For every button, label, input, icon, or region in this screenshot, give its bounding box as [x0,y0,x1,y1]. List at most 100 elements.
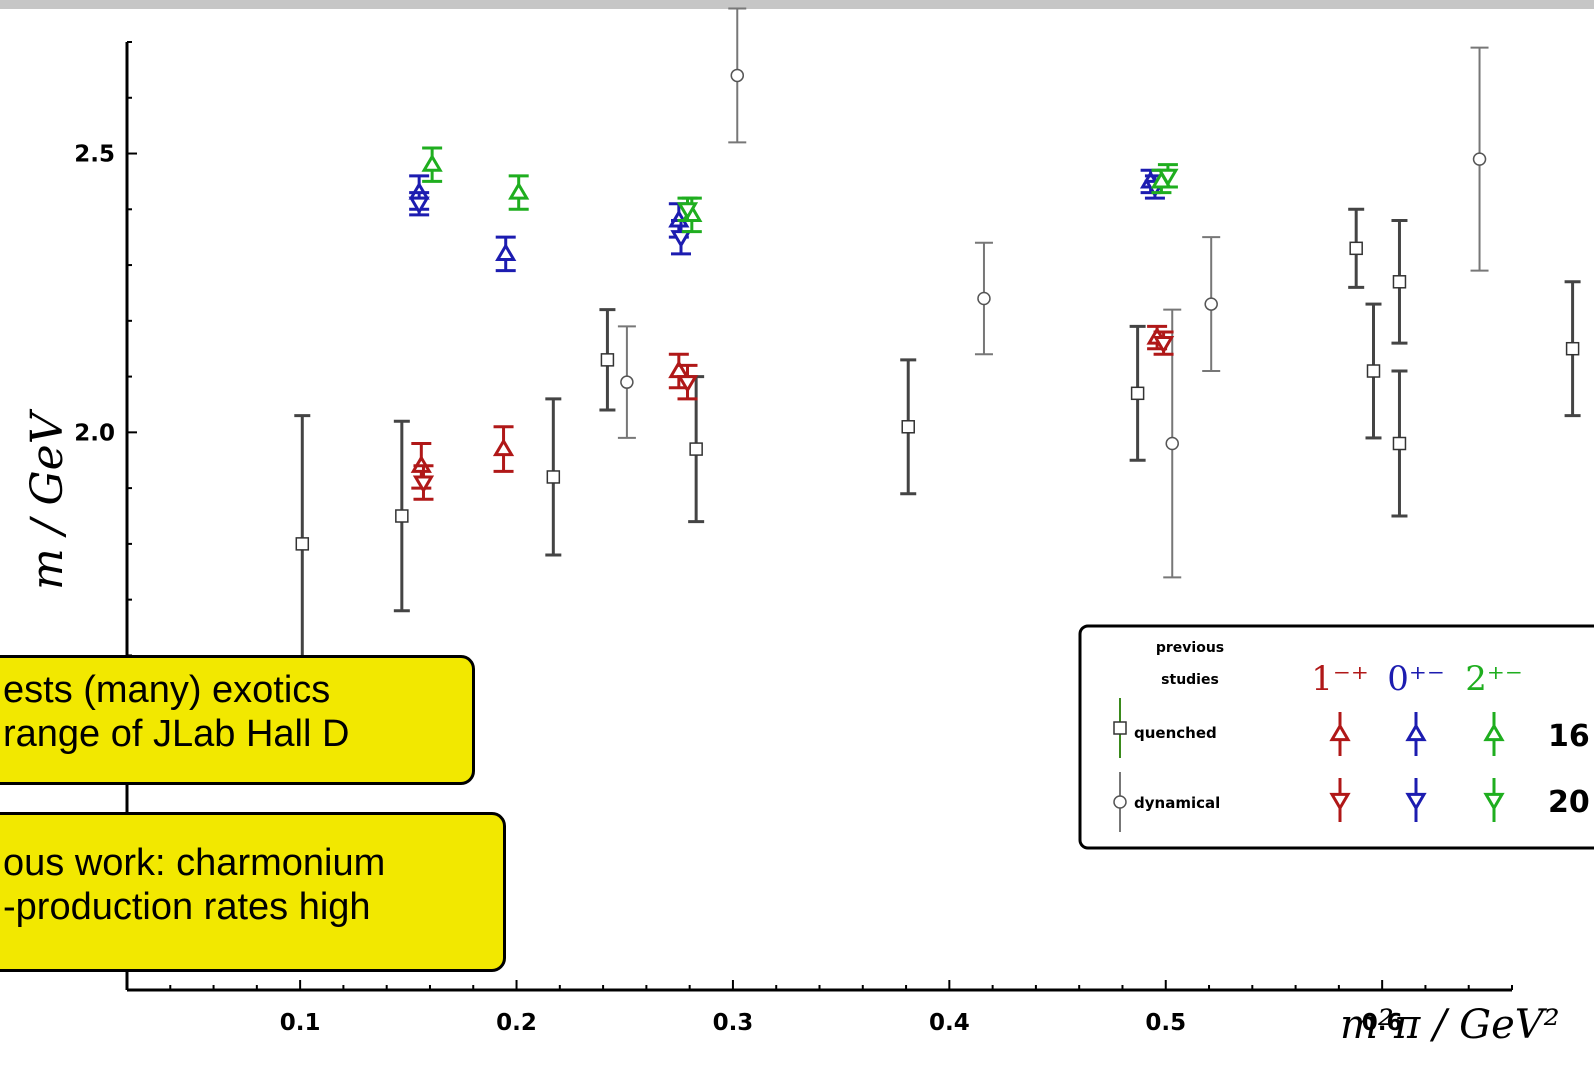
data-point [1470,46,1489,272]
triangle-down-marker [1152,336,1175,355]
triangle-up-marker [508,181,530,200]
legend-marker-down [1405,778,1427,822]
triangle-down-marker [676,375,699,394]
data-point [617,325,636,439]
window-top-bar [0,0,1594,9]
x-axis-title: m²π / GeV² [1340,1002,1560,1048]
callout-charmonium: ous work: charmonium -production rates h… [0,812,506,972]
legend-marker-down [1483,778,1505,822]
square-marker [1392,275,1407,289]
x-tick-label: 0.4 [929,1010,970,1036]
x-tick-label: 0.6 [1362,1010,1403,1036]
legend-header-line-1: previous [1156,640,1224,656]
square-marker [1366,364,1381,378]
legend-triangle-up [1329,723,1351,742]
data-point [676,196,699,222]
circle-marker [1472,152,1487,166]
square-marker [1130,386,1145,401]
legend-dynamical-marker [1113,795,1127,809]
data-point [1391,369,1408,518]
triangle-down-marker [670,230,692,249]
legend-header-line-2: studies [1161,672,1219,688]
data-point [900,358,917,496]
legend-marker-up [1405,712,1427,756]
data-point [1152,330,1175,356]
y-tick-labels: 2.0 2.5 [74,142,115,447]
x-tick-label: 0.5 [1145,1010,1186,1036]
data-point [1365,302,1382,440]
circle-marker [730,68,745,83]
square-marker [901,420,915,434]
legend-triangle-down [1329,792,1351,811]
circle-marker [1165,436,1179,451]
callout-exotics-line-2: range of JLab Hall D [3,713,350,755]
legend-group-label: 1⁻⁺ [1311,659,1369,699]
legend-quenched-label: quenched [1134,724,1217,742]
data-point [408,191,430,217]
legend-dynamical-label: dynamical [1134,794,1220,812]
triangle-up-marker [495,242,517,262]
data-point [676,363,699,401]
y-axis-title: m / GeV [22,408,73,590]
circle-marker [1204,297,1218,311]
data-point [508,174,530,211]
square-marker [1565,341,1580,356]
data-point [599,308,616,412]
data-point [688,375,705,524]
callout-exotics: ests (many) exotics range of JLab Hall D [0,655,475,785]
square-marker [395,509,409,523]
x-tick-labels: 0.1 0.2 0.3 0.4 0.5 0.6 [280,1010,1403,1036]
data-point [1348,207,1365,289]
data-point [294,414,311,674]
legend-triangle-up [1405,723,1427,742]
data-point [974,241,993,356]
data-point [1129,324,1146,462]
legend-group-label: 0⁺⁻ [1387,659,1445,699]
x-tick-label: 0.2 [496,1010,537,1036]
callout-exotics-line-1: ests (many) exotics [3,669,331,711]
x-tick-label: 0.1 [280,1010,321,1036]
square-marker [1349,241,1363,256]
data-point [545,397,562,557]
legend: previous studies quenched dynamical 1⁻⁺ 0⁺⁻ 2⁺… [1078,624,1594,850]
legend-marker-up [1483,712,1505,756]
callout-charmonium-line-1: ous work: charmonium [3,842,386,884]
circle-marker [620,375,634,389]
circle-marker [977,291,991,306]
legend-row-label-1: 16 [1548,719,1590,754]
square-marker [600,353,615,367]
data-point [492,425,515,473]
square-marker [295,537,310,551]
data-point [421,146,443,183]
triangle-down-marker [412,475,435,494]
y-tick-label: 2.5 [74,142,115,168]
triangle-down-marker [408,196,430,215]
callout-charmonium-line-2: -production rates high [3,886,371,928]
triangle-down-marker [676,202,699,221]
legend-marker-up [1329,712,1351,756]
data-point [1202,236,1221,373]
legend-group-label: 2⁺⁻ [1465,659,1523,699]
data-point [393,419,410,613]
y-tick-label: 2.0 [74,420,115,446]
data-points [294,7,1581,674]
legend-marker-down [1329,778,1351,822]
data-point [1391,218,1408,345]
data-point [1157,163,1179,189]
square-marker [1392,436,1407,451]
legend-triangle-down [1405,792,1427,811]
triangle-down-marker [1157,168,1179,187]
legend-quenched-marker [1113,721,1127,735]
legend-triangle-up [1483,723,1505,742]
data-point [495,235,517,273]
data-point [1564,280,1581,418]
legend-row-label-2: 20 [1548,785,1590,820]
legend-triangle-down [1483,792,1505,811]
data-point [412,464,435,501]
x-tick-label: 0.3 [713,1010,754,1036]
triangle-up-marker [421,153,443,172]
data-point [728,7,747,144]
triangle-up-marker [492,438,515,457]
square-marker [689,442,703,456]
